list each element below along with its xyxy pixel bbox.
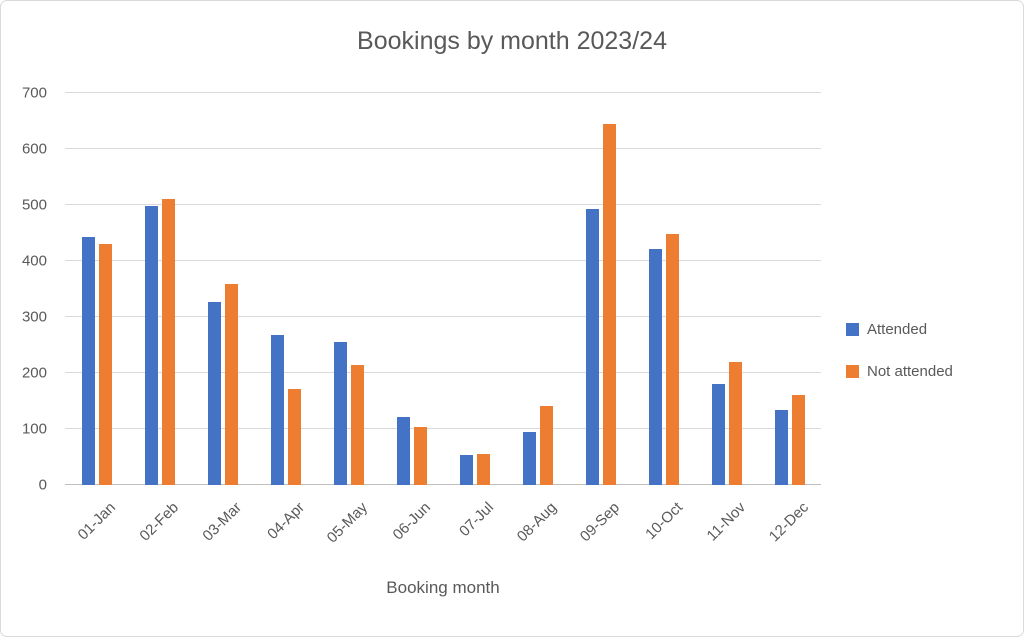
bar-attended-03-Mar [207, 302, 221, 485]
bar-group-10-Oct [648, 93, 679, 485]
bar-not-attended-11-Nov [728, 361, 742, 485]
bar-group-03-Mar [207, 93, 238, 485]
gridline-600 [65, 148, 821, 149]
bar-not-attended-07-Jul [476, 453, 490, 485]
bar-attended-09-Sep [585, 209, 599, 485]
bar-group-05-May [333, 93, 364, 485]
bar-group-04-Apr [270, 93, 301, 485]
x-tick-label-09-Sep: 09-Sep [576, 499, 623, 546]
x-tick-label-01-Jan: 01-Jan [74, 499, 119, 544]
x-tick-label-11-Nov: 11-Nov [703, 499, 749, 545]
bar-attended-05-May [333, 341, 347, 485]
chart-title: Bookings by month 2023/24 [357, 27, 667, 55]
gridline-0 [65, 484, 821, 485]
x-axis-tick-labels: 01-Jan 02-Feb 03-Mar 04-Apr 05-May 06-Jun 07-J… [65, 493, 821, 573]
legend: Attended Not attended [846, 321, 953, 380]
bar-group-01-Jan [81, 93, 112, 485]
x-tick-label-02-Feb: 02-Feb [135, 499, 182, 545]
legend-label: Not attended [867, 363, 953, 380]
bar-group-09-Sep [585, 93, 616, 485]
y-axis-tick-labels: 0 100 200 300 400 500 600 700 [1, 85, 55, 494]
legend-swatch-icon [846, 365, 859, 378]
bar-not-attended-10-Oct [665, 233, 679, 485]
bar-attended-01-Jan [81, 237, 95, 485]
x-tick-label-12-Dec: 12-Dec [765, 499, 812, 546]
y-tick-label-300: 300 [21, 308, 47, 326]
y-tick-label-400: 400 [21, 252, 47, 270]
gridline-700 [65, 92, 821, 93]
bar-not-attended-05-May [350, 364, 364, 485]
bar-group-02-Feb [144, 93, 175, 485]
bar-group-07-Jul [459, 93, 490, 485]
gridline-500 [65, 204, 821, 205]
bar-attended-08-Aug [522, 431, 536, 485]
x-tick-label-05-May: 05-May [323, 499, 371, 547]
bar-not-attended-01-Jan [98, 243, 112, 485]
legend-item-attended: Attended [846, 321, 953, 338]
y-tick-label-200: 200 [21, 364, 47, 382]
bar-attended-06-Jun [396, 417, 410, 485]
gridline-300 [65, 316, 821, 317]
y-tick-label-0: 0 [38, 476, 47, 494]
bar-group-06-Jun [396, 93, 427, 485]
gridline-400 [65, 260, 821, 261]
bar-not-attended-03-Mar [224, 283, 238, 485]
y-tick-label-100: 100 [21, 420, 47, 438]
y-tick-label-600: 600 [21, 140, 47, 158]
gridline-200 [65, 372, 821, 373]
gridline-100 [65, 428, 821, 429]
plot-area [65, 92, 821, 485]
x-tick-label-08-Aug: 08-Aug [513, 499, 560, 546]
bar-not-attended-08-Aug [539, 406, 553, 485]
legend-label: Attended [867, 321, 928, 338]
bar-attended-12-Dec [774, 409, 788, 485]
bar-attended-07-Jul [459, 455, 473, 485]
x-tick-label-06-Jun: 06-Jun [389, 499, 434, 544]
bar-attended-10-Oct [648, 249, 662, 485]
x-tick-label-10-Oct: 10-Oct [641, 499, 686, 543]
bar-not-attended-04-Apr [287, 388, 301, 485]
bar-attended-11-Nov [711, 383, 725, 485]
bar-group-11-Nov [711, 93, 742, 485]
bar-not-attended-06-Jun [413, 426, 427, 485]
x-axis-title: Booking month [386, 578, 500, 597]
bar-not-attended-09-Sep [602, 123, 616, 485]
legend-item-not-attended: Not attended [846, 363, 953, 380]
bar-group-08-Aug [522, 93, 553, 485]
bar-group-12-Dec [774, 93, 805, 485]
bar-not-attended-12-Dec [791, 395, 805, 485]
y-tick-label-500: 500 [21, 196, 47, 214]
y-tick-label-700: 700 [21, 84, 47, 102]
x-tick-label-07-Jul: 07-Jul [455, 499, 497, 540]
bar-not-attended-02-Feb [161, 198, 175, 485]
x-tick-label-04-Apr: 04-Apr [263, 499, 308, 543]
x-tick-label-03-Mar: 03-Mar [198, 499, 245, 545]
legend-swatch-icon [846, 323, 859, 336]
bar-attended-02-Feb [144, 206, 158, 485]
bar-attended-04-Apr [270, 335, 284, 485]
